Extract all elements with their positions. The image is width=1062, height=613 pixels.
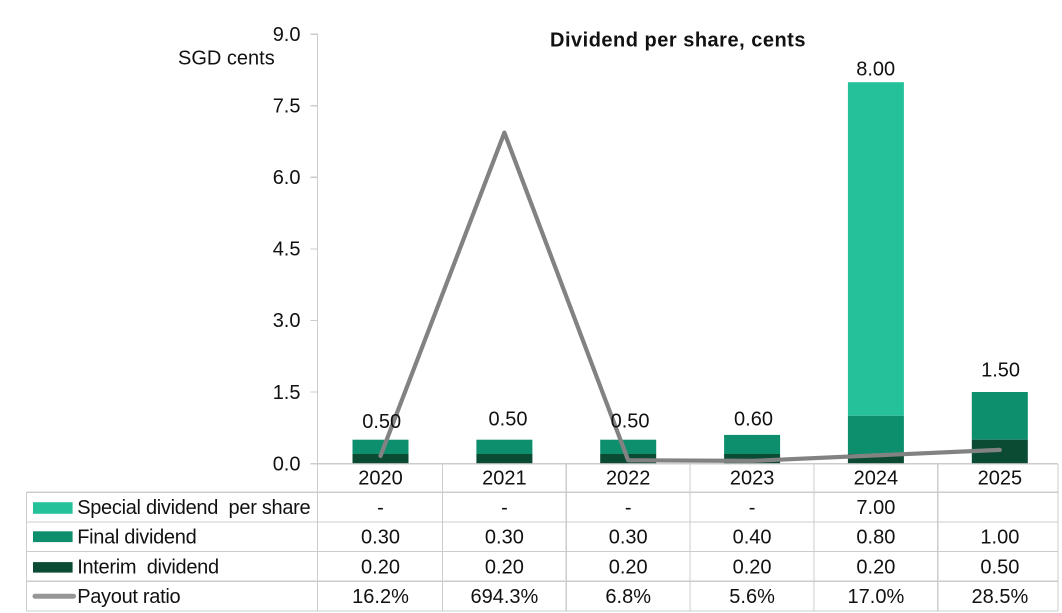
svg-text:6.0: 6.0 <box>273 167 301 189</box>
svg-text:1.50: 1.50 <box>981 359 1020 381</box>
svg-text:-: - <box>377 497 384 519</box>
svg-text:2021: 2021 <box>482 467 527 489</box>
svg-text:16.2%: 16.2% <box>352 586 409 608</box>
svg-text:0.40: 0.40 <box>733 527 772 549</box>
svg-text:Interim dividend: Interim dividend <box>77 556 219 578</box>
svg-text:0.50: 0.50 <box>611 411 650 433</box>
svg-text:0.30: 0.30 <box>609 527 648 549</box>
svg-text:Special dividend per share: Special dividend per share <box>77 497 310 519</box>
svg-text:-: - <box>501 497 508 519</box>
svg-text:0.50: 0.50 <box>362 411 401 433</box>
svg-text:694.3%: 694.3% <box>470 586 538 608</box>
svg-text:0.50: 0.50 <box>980 556 1019 578</box>
svg-text:17.0%: 17.0% <box>848 586 905 608</box>
svg-text:-: - <box>625 497 632 519</box>
svg-text:5.6%: 5.6% <box>729 586 775 608</box>
svg-text:0.50: 0.50 <box>489 408 528 430</box>
svg-text:8.00: 8.00 <box>856 59 895 81</box>
svg-text:0.20: 0.20 <box>361 556 400 578</box>
svg-text:2023: 2023 <box>730 467 775 489</box>
svg-text:7.5: 7.5 <box>273 96 301 118</box>
svg-text:Dividend per share, cents: Dividend per share, cents <box>550 29 806 51</box>
svg-text:0.20: 0.20 <box>485 556 524 578</box>
svg-text:6.8%: 6.8% <box>605 586 651 608</box>
svg-text:0.60: 0.60 <box>734 408 773 430</box>
svg-text:0.20: 0.20 <box>856 556 895 578</box>
svg-text:0.30: 0.30 <box>361 527 400 549</box>
svg-text:0.30: 0.30 <box>485 527 524 549</box>
svg-text:28.5%: 28.5% <box>972 586 1029 608</box>
svg-text:0.20: 0.20 <box>609 556 648 578</box>
svg-text:1.00: 1.00 <box>980 527 1019 549</box>
svg-text:SGD cents: SGD cents <box>178 48 275 70</box>
svg-text:9.0: 9.0 <box>273 24 301 46</box>
svg-text:4.5: 4.5 <box>273 239 301 261</box>
svg-text:Final dividend: Final dividend <box>77 527 196 549</box>
svg-text:Payout ratio: Payout ratio <box>77 586 180 608</box>
svg-text:2024: 2024 <box>854 467 899 489</box>
svg-text:2022: 2022 <box>606 467 651 489</box>
svg-text:7.00: 7.00 <box>856 497 895 519</box>
svg-text:-: - <box>749 497 756 519</box>
svg-text:2020: 2020 <box>358 467 403 489</box>
svg-text:3.0: 3.0 <box>273 310 301 332</box>
svg-text:1.5: 1.5 <box>273 382 301 404</box>
svg-text:0.0: 0.0 <box>273 453 301 475</box>
svg-text:0.20: 0.20 <box>733 556 772 578</box>
svg-text:0.80: 0.80 <box>856 527 895 549</box>
svg-text:2025: 2025 <box>978 467 1023 489</box>
